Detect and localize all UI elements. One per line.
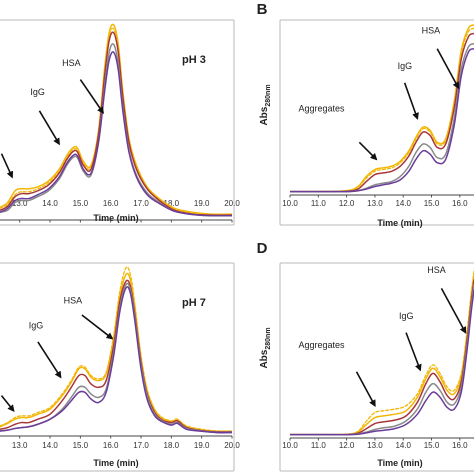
series-group — [0, 266, 232, 434]
series-line-1 — [290, 24, 474, 193]
series-group — [0, 23, 232, 217]
series-line-3 — [290, 32, 474, 193]
series-line-1 — [0, 266, 232, 432]
x-tick-label: 13.0 — [12, 199, 28, 208]
x-tick-label: 14.0 — [42, 199, 58, 208]
x-tick-label: 17.0 — [133, 441, 149, 450]
x-tick-label: 14.0 — [395, 441, 411, 450]
x-tick-label: 14.0 — [42, 441, 58, 450]
x-axis-label: Time (min) — [377, 218, 422, 228]
series-line-3 — [0, 279, 232, 433]
x-tick-label: 10.0 — [282, 199, 298, 208]
x-tick-label: 16.0 — [103, 199, 119, 208]
x-tick-label: 12.0 — [339, 441, 355, 450]
annotation-arrow — [355, 371, 376, 408]
x-tick-label: 16.0 — [452, 441, 468, 450]
annotation-arrow — [0, 395, 15, 412]
x-tick-label: 11.0 — [311, 441, 327, 450]
annotation-label: HSA — [62, 58, 81, 68]
series-line-5 — [0, 286, 232, 434]
x-tick-label: 16.0 — [103, 441, 119, 450]
x-axis-label: Time (min) — [93, 458, 138, 468]
x-tick-label: 10.0 — [282, 441, 298, 450]
series-group — [290, 24, 474, 193]
series-group — [290, 270, 474, 436]
x-tick-label: 11.0 — [311, 199, 327, 208]
x-tick-label: 20.0 — [224, 199, 240, 208]
x-axis-label: Time (min) — [93, 213, 138, 223]
x-axis-label: Time (min) — [377, 458, 422, 468]
condition-label: pH 7 — [182, 297, 206, 309]
chart-panel-b: 10.0 11.0 12.0 13.0 14.0 15.0 16.0 Time (min) Ab… — [259, 19, 474, 228]
series-line-2 — [290, 274, 474, 436]
y-axis-label-subscript: 280nm — [265, 84, 272, 106]
condition-label: pH 3 — [182, 54, 206, 66]
y-axis-label: Abs280nm — [259, 84, 272, 125]
series-line-5 — [0, 51, 232, 217]
annotation-arrow — [38, 110, 60, 146]
x-tick-label: 15.0 — [73, 441, 89, 450]
panel-letter-d: D — [257, 240, 268, 257]
x-tick-label: 19.0 — [194, 441, 210, 450]
annotation-label: HSA — [427, 265, 446, 275]
chart-panel-d: 10.0 11.0 12.0 13.0 14.0 15.0 16.0 Time (min) Ab… — [259, 262, 474, 472]
x-tick-label: 13.0 — [12, 441, 28, 450]
x-tick-label: 15.0 — [73, 199, 89, 208]
panel-letter-b: B — [257, 1, 268, 18]
annotation-label: IgG — [398, 61, 413, 71]
plot-frame — [279, 19, 474, 226]
annotation-arrow — [81, 314, 114, 340]
series-line-5 — [290, 48, 474, 193]
plot-frame — [0, 262, 235, 472]
x-tick-label: 15.0 — [424, 199, 440, 208]
y-axis-label: Abs280nm — [259, 327, 272, 368]
annotation-label: Aggregates — [298, 104, 345, 114]
y-axis-label-main: Abs — [259, 106, 270, 125]
x-tick-label: 13.0 — [367, 199, 383, 208]
x-tick-label: 14.0 — [395, 199, 411, 208]
y-axis-label-main: Abs — [259, 349, 270, 368]
plot-frame — [0, 19, 235, 226]
annotation-label: IgG — [29, 320, 44, 330]
annotation-label: Aggregates — [298, 340, 345, 350]
x-tick-label: 16.0 — [452, 199, 468, 208]
annotation-label: IgG — [30, 87, 45, 97]
annotation-arrow — [436, 48, 460, 90]
annotation-arrow — [403, 82, 419, 120]
x-tick-label: 13.0 — [367, 441, 383, 450]
annotation-label: IgG — [399, 311, 414, 321]
annotation-arrow — [37, 341, 62, 379]
x-tick-label: 17.0 — [133, 199, 149, 208]
y-axis-label-subscript: 280nm — [265, 327, 272, 349]
x-tick-label: 20.0 — [224, 441, 240, 450]
plot-frame — [279, 262, 474, 472]
series-line-3 — [0, 31, 232, 216]
series-line-4 — [290, 284, 474, 436]
annotation-arrow — [440, 288, 467, 334]
x-tick-label: 12.0 — [339, 199, 355, 208]
x-tick-label: 18.0 — [164, 441, 180, 450]
series-line-5 — [290, 289, 474, 436]
annotation-arrow — [358, 141, 378, 161]
x-tick-label: 19.0 — [194, 199, 210, 208]
x-tick-label: 18.0 — [164, 199, 180, 208]
annotation-arrow — [0, 153, 14, 179]
annotation-label: HSA — [422, 26, 441, 36]
x-tick-label: 15.0 — [424, 441, 440, 450]
annotation-label: HSA — [64, 295, 83, 305]
chart-panel-c-ph7: 13.0 14.0 15.0 16.0 17.0 18.0 19.0 20.0 Time (mi… — [0, 262, 240, 472]
annotation-arrow — [405, 332, 422, 372]
annotation-arrow — [79, 79, 104, 114]
chart-panel-a-ph3: 13.0 14.0 15.0 16.0 17.0 18.0 19.0 20.0 Time (mi… — [0, 19, 240, 226]
